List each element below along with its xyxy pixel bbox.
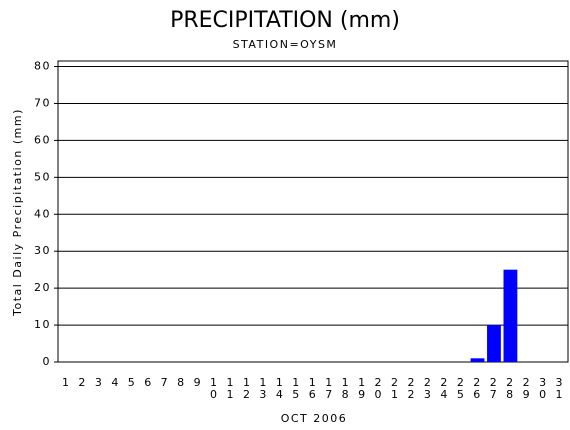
bar: [503, 269, 518, 362]
bar: [487, 325, 501, 362]
y-tick-label: 40: [34, 207, 51, 220]
y-tick-label: 50: [34, 170, 51, 183]
x-tick-label: 8: [177, 376, 186, 389]
y-tick-label: 70: [34, 96, 51, 109]
y-tick-label: 0: [43, 355, 52, 368]
y-tick-label: 80: [34, 60, 51, 73]
plot-frame: [57, 60, 569, 363]
y-tick-label: 10: [34, 318, 51, 331]
x-tick-label: 5: [128, 376, 137, 389]
y-tick-label: 20: [34, 281, 51, 294]
y-tick-label: 30: [34, 244, 51, 257]
y-tick-label: 60: [34, 133, 51, 146]
chart-title: PRECIPITATION (mm): [170, 8, 400, 33]
bar: [470, 358, 485, 362]
x-tick-label: 2: [78, 376, 87, 389]
x-axis-label: OCT 2006: [281, 412, 348, 425]
x-tick-label: 7: [161, 376, 170, 389]
x-tick-label: 9: [194, 376, 203, 389]
chart-subtitle: STATION=OYSM: [233, 38, 338, 51]
x-tick-label: 1: [62, 376, 71, 389]
y-axis-label: Total Daily Precipitation (mm): [11, 108, 24, 317]
x-tick-label: 3: [95, 376, 104, 389]
x-tick-label: 6: [144, 376, 153, 389]
x-tick-label: 4: [111, 376, 120, 389]
